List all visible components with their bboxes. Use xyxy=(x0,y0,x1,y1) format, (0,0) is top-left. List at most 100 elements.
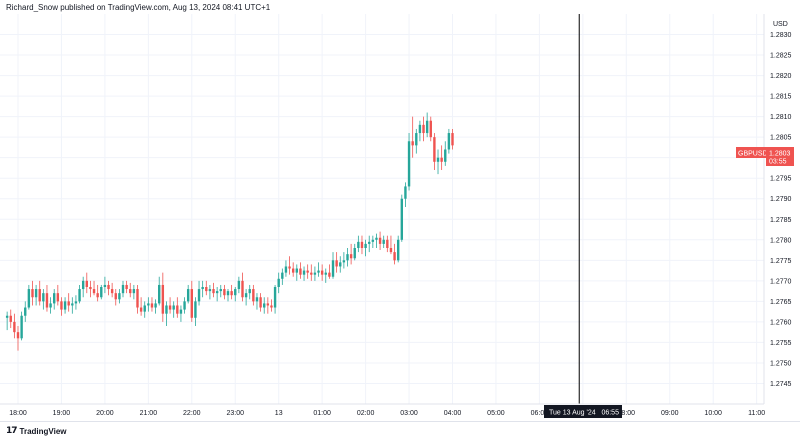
candle-body xyxy=(440,157,443,162)
candle-body xyxy=(444,149,447,162)
y-tick-label: 1.2790 xyxy=(770,196,792,203)
candle xyxy=(291,262,295,277)
candle xyxy=(378,231,382,251)
y-tick-label: 1.2795 xyxy=(770,176,792,183)
candle xyxy=(71,297,74,314)
candle-body xyxy=(353,248,356,259)
candle-body xyxy=(5,315,9,318)
x-tick-label: 21:00 xyxy=(140,410,158,417)
candle xyxy=(172,301,175,318)
symbol-price-badge: GBPUSD 1.2803 03:55 xyxy=(736,147,794,166)
candle xyxy=(255,293,259,310)
candle-body xyxy=(295,268,299,273)
candle xyxy=(360,235,364,255)
candle-body xyxy=(277,278,280,287)
candle-body xyxy=(263,303,266,308)
candle xyxy=(143,301,146,318)
candle-body xyxy=(205,287,208,292)
candle-body xyxy=(299,268,302,275)
candle xyxy=(386,235,389,253)
candle-body xyxy=(407,141,411,187)
candle xyxy=(118,289,121,304)
candle-body xyxy=(230,291,233,296)
candle xyxy=(63,297,67,314)
candle-body xyxy=(110,289,114,294)
candle-body xyxy=(129,289,132,294)
candle-body xyxy=(186,289,190,302)
candle-body xyxy=(324,272,327,275)
candle-body xyxy=(45,293,49,308)
candle-body xyxy=(306,270,309,273)
crosshair-time-text: Tue 13 Aug '24 06:55 xyxy=(549,410,619,417)
candle xyxy=(53,289,56,310)
candle-body xyxy=(125,284,128,290)
chart-grid xyxy=(0,14,764,404)
candle xyxy=(183,297,186,314)
candle-body xyxy=(436,157,440,162)
candle xyxy=(110,282,114,298)
candle-body xyxy=(103,284,107,287)
candle-body xyxy=(313,272,317,275)
candle xyxy=(313,266,317,281)
candle xyxy=(349,243,353,265)
y-tick-label: 1.2750 xyxy=(770,360,792,367)
candle xyxy=(263,297,266,314)
candle-body xyxy=(342,260,346,263)
candle-body xyxy=(255,297,259,302)
candle-body xyxy=(136,289,139,308)
candle-series xyxy=(5,112,454,351)
candle xyxy=(161,272,165,322)
candle xyxy=(339,256,342,273)
x-tick-label: 20:00 xyxy=(96,410,114,417)
candle xyxy=(411,116,414,158)
candle-body xyxy=(400,198,404,240)
candle xyxy=(320,264,324,281)
candle-body xyxy=(320,270,324,275)
candle xyxy=(56,284,60,306)
x-tick-label: 04:00 xyxy=(444,410,462,417)
candle xyxy=(331,252,335,279)
candle xyxy=(375,233,378,248)
x-tick-label: 05:00 xyxy=(487,410,505,417)
candle-body xyxy=(357,241,360,248)
candle-body xyxy=(161,284,165,314)
candle-body xyxy=(121,284,125,294)
y-tick-label: 1.2745 xyxy=(770,381,792,388)
x-tick-label: 08:00 xyxy=(618,410,636,417)
candle xyxy=(436,149,440,175)
candle xyxy=(223,284,226,300)
y-tick-label: 1.2775 xyxy=(770,258,792,265)
candle-body xyxy=(60,301,63,310)
candle xyxy=(5,311,9,331)
candle xyxy=(429,116,432,142)
y-tick-label: 1.2770 xyxy=(770,278,792,285)
candle-body xyxy=(382,239,385,244)
candle-body xyxy=(16,332,20,339)
candle xyxy=(16,326,20,351)
candle xyxy=(418,120,422,142)
candle xyxy=(353,243,356,261)
y-tick-label: 1.2805 xyxy=(770,135,792,142)
candle-body xyxy=(78,289,81,302)
candle-body xyxy=(85,280,88,287)
candle-body xyxy=(201,287,204,290)
candle xyxy=(129,282,132,298)
candle xyxy=(201,280,204,298)
candle xyxy=(100,284,103,300)
candle-body xyxy=(49,303,52,308)
x-tick-label: 03:00 xyxy=(400,410,418,417)
candle xyxy=(440,145,443,170)
badge-countdown: 03:55 xyxy=(769,159,787,166)
price-chart[interactable]: 1.2830 1.2825 1.2820 1.2815 1.2810 1.2805 1.28… xyxy=(0,0,800,421)
candle-body xyxy=(281,272,284,279)
candle-body xyxy=(234,289,237,296)
tradingview-brand[interactable]: 17 TradingView xyxy=(6,426,67,436)
candle xyxy=(150,297,154,312)
candle xyxy=(9,309,12,329)
y-tick-label: 1.2765 xyxy=(770,299,792,306)
y-tick-label: 1.2785 xyxy=(770,217,792,224)
candle-body xyxy=(368,241,371,244)
candle xyxy=(328,264,331,279)
candle xyxy=(346,248,349,267)
candle-body xyxy=(422,124,425,134)
